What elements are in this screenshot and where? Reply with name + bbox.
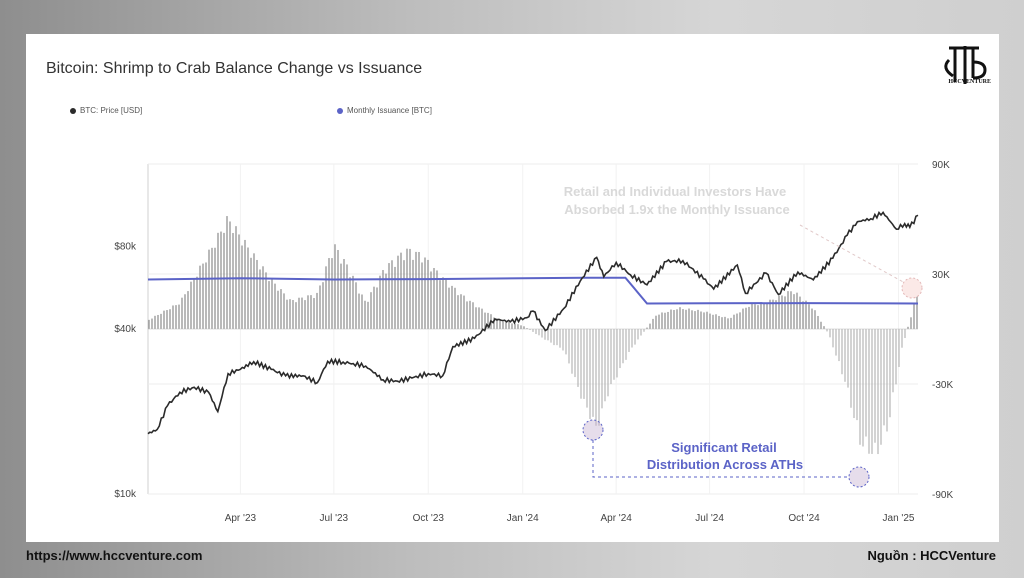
right-tick-label: 90K — [932, 160, 950, 171]
right-tick-label: -30K — [932, 380, 953, 391]
left-tick-label: $40k — [114, 324, 137, 335]
legend-issuance: Monthly Issuance [BTC] — [337, 106, 432, 115]
legend-price: BTC: Price [USD] — [70, 106, 142, 115]
x-tick-label: Jul '24 — [695, 513, 724, 524]
highlight-circle-dec24 — [848, 466, 870, 488]
footer-url[interactable]: https://www.hccventure.com — [26, 548, 203, 563]
right-tick-label: 30K — [932, 270, 950, 281]
legend-price-swatch — [70, 107, 76, 114]
highlight-circle-mar24 — [582, 419, 604, 441]
x-tick-label: Jan '25 — [883, 513, 915, 524]
price-series-line — [147, 211, 919, 435]
right-tick-label: -90K — [932, 490, 953, 501]
legend-issuance-label: Monthly Issuance [BTC] — [347, 106, 432, 115]
annotation-top-line2: Absorbed 1.9x the Monthly Issuance — [564, 202, 789, 217]
annotation-mid-line1: Significant Retail — [671, 440, 776, 455]
x-tick-label: Jan '24 — [507, 513, 539, 524]
x-tick-label: Oct '23 — [413, 513, 445, 524]
x-tick-label: Jul '23 — [320, 513, 349, 524]
left-tick-label: $80k — [114, 242, 137, 253]
x-tick-label: Apr '23 — [225, 513, 257, 524]
issuance-series-line — [147, 276, 919, 305]
axis-ticks: $80k $40k $10k 90K 30K -30K -90K Apr '23 Jul '23… — [114, 160, 953, 524]
highlight-circle-recent — [901, 277, 923, 299]
annotation-top-pointer — [799, 224, 906, 284]
annotation-mid-connector — [592, 440, 849, 478]
legend-price-label: BTC: Price [USD] — [80, 106, 143, 115]
chart-title: Bitcoin: Shrimp to Crab Balance Change v… — [46, 60, 423, 77]
logo-text: HCCVENTURE — [948, 79, 991, 85]
x-tick-label: Apr '24 — [600, 513, 632, 524]
balance-change-bars — [148, 216, 918, 455]
legend-issuance-swatch — [337, 107, 343, 114]
footer-source: Nguồn : HCCVenture — [867, 548, 996, 563]
chart-card: Bitcoin: Shrimp to Crab Balance Change v… — [26, 34, 999, 542]
annotations: Retail and Individual Investors Have Abso… — [564, 184, 923, 488]
hccventure-logo — [944, 46, 987, 84]
left-tick-label: $10k — [114, 489, 137, 500]
x-tick-label: Oct '24 — [788, 513, 820, 524]
annotation-top-line1: Retail and Individual Investors Have — [564, 184, 787, 199]
annotation-mid-line2: Distribution Across ATHs — [647, 457, 803, 472]
